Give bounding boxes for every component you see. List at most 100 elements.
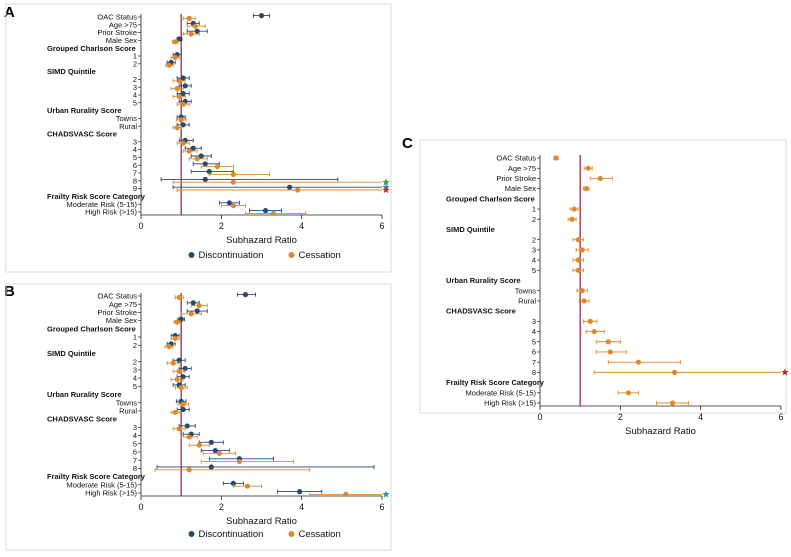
panel-b-row-label: Moderate Risk (5-15) bbox=[67, 480, 138, 489]
panel-a-point-estimate bbox=[226, 200, 232, 206]
panel-a-truncation-star-icon bbox=[382, 186, 390, 194]
panel-a-point-estimate bbox=[202, 161, 208, 167]
panel-b-point-estimate bbox=[242, 292, 249, 298]
panel-c-point-estimate bbox=[671, 369, 678, 375]
panel-b-point-estimate bbox=[190, 300, 196, 306]
panel-a-point-estimate bbox=[270, 210, 277, 216]
panel-c-point-estimate bbox=[607, 349, 613, 355]
panel-a-row-label: 4 bbox=[133, 145, 137, 154]
panel-a-point-estimate bbox=[206, 169, 212, 175]
panel-b-row-label: 2 bbox=[133, 341, 137, 350]
panel-c-point-estimate bbox=[579, 288, 585, 294]
panel-c-row-label: 4 bbox=[532, 327, 536, 336]
panel-b-legend-label: Cessation bbox=[299, 529, 341, 540]
panel-b-point-estimate bbox=[182, 365, 188, 372]
panel-b-row-label: Age >75 bbox=[109, 300, 137, 309]
panel-a-row-label: 3 bbox=[133, 137, 137, 146]
panel-b-point-estimate bbox=[176, 357, 182, 363]
panel-a-row-label: 5 bbox=[133, 153, 137, 162]
panel-a-point-estimate bbox=[174, 125, 180, 131]
panel-a-row-header: CHADSVASC Score bbox=[47, 130, 117, 139]
panel-b-point-estimate bbox=[176, 426, 182, 432]
panel-c-point-estimate bbox=[605, 339, 611, 345]
panel-c-row-label: Moderate Risk (5-15) bbox=[466, 388, 537, 397]
panel-a-x-tick-label: 2 bbox=[219, 221, 224, 231]
panel-a-point-estimate bbox=[178, 117, 184, 123]
panel-a-point-estimate bbox=[230, 171, 236, 177]
panel-a-row-label: Prior Stroke bbox=[97, 28, 137, 37]
panel-a-row-header: SIMD Quintile bbox=[47, 67, 96, 76]
panel-c-point-estimate bbox=[591, 328, 597, 335]
panel-a-point-estimate bbox=[190, 145, 196, 151]
panel-a-point-estimate bbox=[180, 140, 186, 146]
panel-b-row-header: Urban Rurality Score bbox=[47, 390, 122, 399]
panel-b-point-estimate bbox=[166, 344, 172, 350]
panel-a-point-estimate bbox=[174, 86, 180, 92]
panel-b-legend-label: Discontinuation bbox=[199, 529, 264, 540]
panel-a-row-label: 8 bbox=[133, 176, 137, 185]
panel-b-x-tick-label: 4 bbox=[299, 502, 304, 512]
panel-b-row-label: Prior Stroke bbox=[97, 308, 137, 317]
panel-b-truncation-star-icon bbox=[382, 490, 390, 498]
panel-a-point-estimate bbox=[258, 13, 265, 19]
panel-c-x-tick-label: 2 bbox=[618, 412, 623, 422]
panel-c-row-label: Towns bbox=[515, 286, 537, 295]
panel-c-point-estimate bbox=[635, 359, 642, 365]
panel-a-point-estimate bbox=[182, 83, 188, 89]
panel-a-row-header: Frailty Risk Score Category bbox=[47, 192, 146, 201]
panel-a-row-label: 5 bbox=[133, 98, 137, 107]
panel-c-row-label: Rural bbox=[518, 297, 536, 306]
panel-b-row-label: 7 bbox=[133, 456, 137, 465]
panel-c-point-estimate bbox=[553, 155, 559, 161]
panel-b-x-axis-title: Subhazard Ratio bbox=[226, 516, 297, 527]
panel-a-point-estimate bbox=[176, 93, 182, 99]
panel-b-x-tick-label: 0 bbox=[138, 502, 143, 512]
panel-c-row-label: 4 bbox=[532, 256, 536, 265]
panel-c-x-tick-label: 4 bbox=[698, 412, 703, 422]
panel-b-point-estimate bbox=[212, 447, 218, 454]
panel-c-point-estimate bbox=[575, 237, 581, 243]
panel-c-row-label: 3 bbox=[532, 245, 536, 254]
panel-b-row-label: 5 bbox=[133, 439, 137, 448]
panel-a-row-label: 6 bbox=[133, 161, 137, 170]
panel-b-legend-marker bbox=[288, 531, 295, 537]
panel-a-x-tick-label: 4 bbox=[299, 221, 304, 231]
panel-a-point-estimate bbox=[230, 179, 236, 185]
panel-a-point-estimate bbox=[230, 203, 236, 209]
panel-a-point-estimate bbox=[166, 62, 172, 68]
panel-c-point-estimate bbox=[587, 318, 593, 324]
panel-b-row-label: Male Sex bbox=[106, 316, 138, 325]
panel-b-row-label: 5 bbox=[133, 382, 137, 391]
panel-a-point-estimate bbox=[194, 156, 200, 162]
panel-a-point-estimate bbox=[192, 23, 198, 29]
panel-b-point-estimate bbox=[236, 458, 243, 465]
panel-a-x-tick-label: 6 bbox=[379, 221, 384, 231]
panel-c-point-estimate bbox=[575, 267, 581, 273]
panel-b-point-estimate bbox=[343, 491, 349, 497]
panel-b-point-estimate bbox=[172, 335, 178, 342]
panel-c-row-label: 3 bbox=[532, 317, 536, 326]
panel-b-point-estimate bbox=[178, 316, 184, 322]
panel-c-row-label: 1 bbox=[532, 205, 536, 214]
panel-c-row-label: 8 bbox=[532, 368, 536, 377]
panel-b-point-estimate bbox=[178, 385, 184, 391]
panel-a-truncation-star-icon bbox=[382, 178, 390, 186]
panel-b-point-estimate bbox=[172, 409, 178, 415]
panel-b-point-estimate bbox=[194, 308, 200, 314]
panel-a-point-estimate bbox=[198, 153, 204, 159]
panel-a-point-estimate bbox=[176, 78, 182, 84]
panel-b-row-label: 1 bbox=[133, 333, 137, 342]
panel-b-point-estimate bbox=[196, 303, 202, 309]
panel-c-row-label: High Risk (>15) bbox=[484, 399, 536, 408]
panel-a-point-estimate bbox=[180, 91, 186, 97]
panel-b-legend-marker bbox=[188, 531, 195, 537]
panel-a-point-estimate bbox=[262, 208, 269, 214]
panel-b-row-label: 3 bbox=[133, 423, 137, 432]
panel-b-point-estimate bbox=[170, 360, 176, 366]
panel-b-row-label: 4 bbox=[133, 374, 137, 383]
panel-b-x-tick-label: 6 bbox=[379, 502, 384, 512]
panel-b-frame bbox=[5, 283, 392, 551]
panel-c-row-header: Grouped Charlson Score bbox=[446, 194, 535, 203]
